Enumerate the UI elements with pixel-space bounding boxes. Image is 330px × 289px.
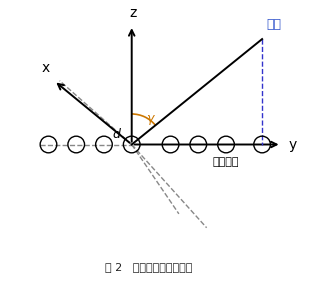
Text: 信源: 信源 <box>266 18 281 31</box>
Text: y: y <box>288 138 297 151</box>
Text: d: d <box>113 128 120 141</box>
Text: 天线振元: 天线振元 <box>213 157 239 167</box>
Text: 图 2   多元天线振元示意图: 图 2 多元天线振元示意图 <box>105 262 192 272</box>
Text: z: z <box>129 6 137 20</box>
Text: γ: γ <box>146 112 153 125</box>
Text: x: x <box>42 61 50 75</box>
